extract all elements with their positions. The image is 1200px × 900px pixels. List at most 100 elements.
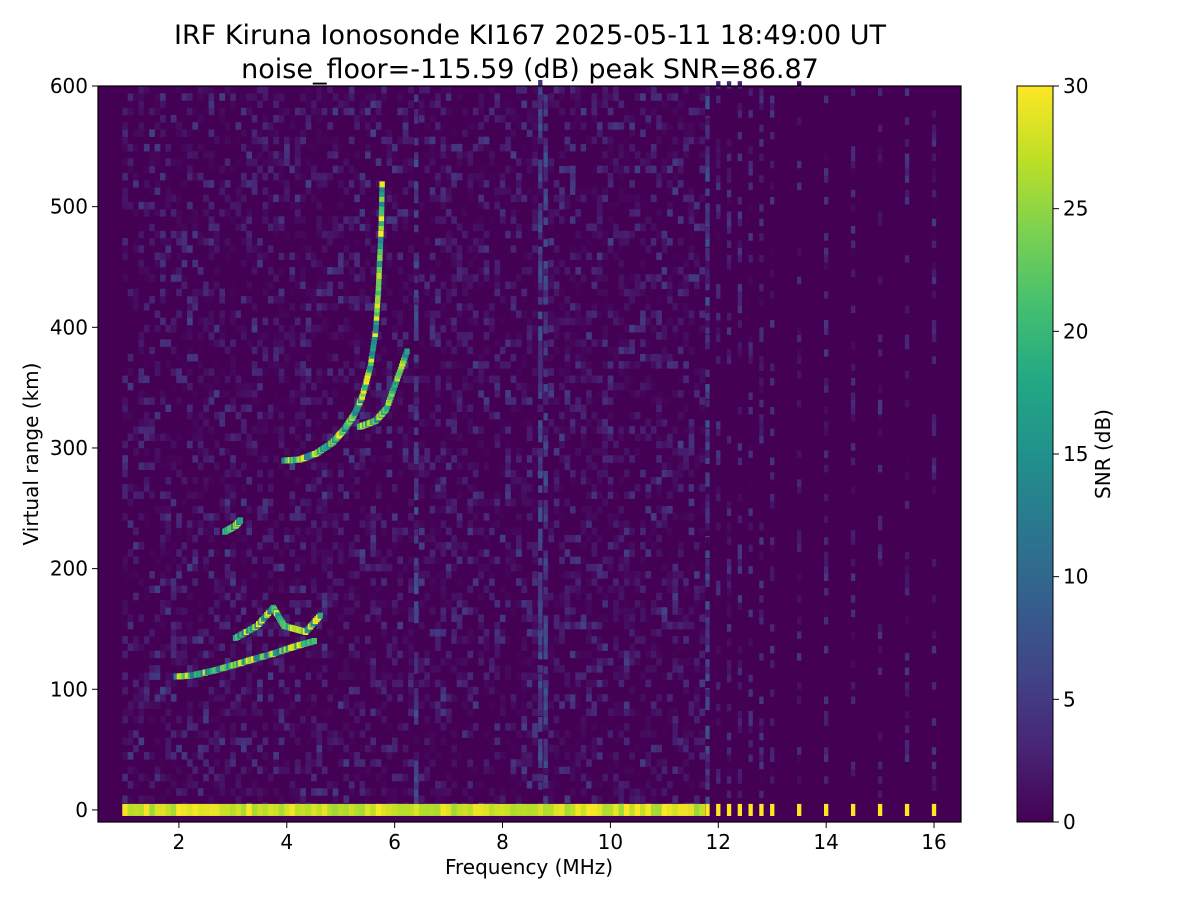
noise-bin [122,752,128,760]
noise-bin [472,310,479,318]
noise-bin [240,180,247,188]
noise-bin [683,194,689,203]
noise-bin [364,491,371,499]
noise-bin [661,520,668,528]
sparse-channel-bin [705,537,710,545]
noise-bin [278,701,285,709]
noise-bin [516,650,522,659]
noise-bin [462,788,468,796]
noise-bin [278,498,285,507]
noise-bin [688,245,695,253]
noise-bin [219,411,226,420]
noise-bin [613,165,619,174]
noise-bin [623,780,630,789]
noise-bin [154,737,161,746]
noise-bin [591,201,598,210]
noise-bin [208,158,215,166]
noise-bin [294,766,301,775]
noise-bin [564,361,571,369]
noise-bin [472,657,479,666]
noise-bin [316,744,323,753]
noise-bin [688,107,695,116]
noise-bin [564,317,571,326]
noise-bin [478,766,484,775]
noise-bin [591,780,598,789]
noise-bin [499,209,506,217]
noise-bin [440,701,447,709]
noise-bin [133,527,139,536]
noise-bin [224,252,231,261]
sparse-channel-bin [716,450,721,458]
noise-bin [559,303,565,311]
noise-bin [537,317,544,326]
noise-bin [494,621,501,630]
interference-bin [543,239,548,247]
noise-bin [521,295,528,304]
noise-bin [294,447,301,456]
noise-bin [127,281,134,290]
noise-bin [397,288,404,297]
noise-bin [267,158,274,166]
noise-bin [176,744,182,753]
noise-bin [494,382,501,391]
noise-bin [580,614,587,623]
noise-bin [219,295,226,304]
noise-bin [338,730,344,738]
noise-bin [224,759,231,767]
noise-bin [402,136,409,145]
noise-bin [661,788,668,796]
noise-bin [456,592,463,601]
noise-bin [219,643,226,651]
noise-bin [489,375,495,384]
noise-bin [381,578,387,586]
noise-bin [618,563,625,572]
noise-bin [575,723,582,731]
noise-bin [429,332,436,340]
noise-bin [623,346,630,355]
noise-bin [667,527,673,536]
noise-bin [300,440,306,449]
noise-bin [354,375,360,384]
interference-bin [705,217,710,226]
interference-bin [414,572,419,580]
noise-bin [699,165,706,174]
noise-bin [542,599,549,608]
noise-bin [160,433,166,442]
noise-bin [311,527,317,536]
noise-bin [203,455,209,463]
noise-bin [650,93,657,101]
noise-bin [613,223,619,232]
noise-bin [602,433,609,442]
noise-bin [677,672,684,680]
noise-bin [472,469,479,478]
noise-bin [510,353,517,362]
noise-bin [165,563,172,572]
noise-bin [467,780,474,789]
noise-bin [575,701,582,709]
sparse-channel-bin [716,457,721,466]
noise-bin [338,201,344,210]
noise-bin [516,672,522,680]
noise-bin [143,650,150,659]
noise-bin [354,730,360,738]
noise-bin [300,621,306,630]
noise-bin [246,230,253,239]
noise-bin [505,100,511,109]
interference-bin [705,774,710,783]
noise-bin [181,643,188,651]
noise-bin [580,122,587,130]
noise-bin [586,679,592,688]
noise-bin [273,766,279,775]
noise-bin [235,469,242,478]
noise-bin [505,332,511,340]
noise-bin [267,404,274,413]
noise-bin [133,433,139,442]
noise-bin [569,216,576,224]
noise-bin [267,585,274,594]
noise-bin [397,534,404,543]
noise-bin [677,730,684,738]
noise-bin [429,534,436,543]
noise-bin [208,534,215,543]
noise-bin [127,795,134,803]
noise-bin [391,773,398,782]
